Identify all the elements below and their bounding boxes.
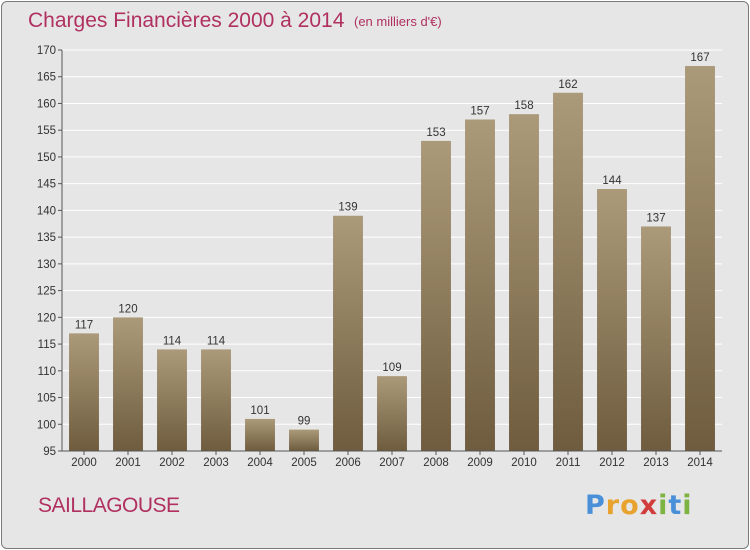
y-tick-label: 170 [37, 45, 56, 57]
bar [201, 349, 231, 451]
x-tick-label: 2008 [423, 457, 449, 469]
x-tick-label: 2004 [247, 457, 273, 469]
x-tick-label: 2005 [291, 457, 317, 469]
y-tick-label: 145 [37, 179, 56, 191]
logo-letter: r [605, 490, 621, 521]
bar [685, 66, 715, 451]
y-tick-label: 135 [37, 232, 56, 244]
y-tick-label: 130 [37, 259, 56, 271]
y-tick-label: 160 [37, 98, 56, 110]
y-tick-label: 95 [43, 446, 56, 458]
bar [289, 429, 319, 451]
x-tick-label: 2007 [379, 457, 405, 469]
y-tick-label: 125 [37, 286, 56, 298]
x-tick-label: 2011 [556, 457, 581, 469]
bar [113, 317, 143, 451]
bar-value-label: 120 [118, 303, 137, 315]
x-tick-label: 2003 [203, 457, 229, 469]
logo-letter: P [585, 490, 606, 521]
bar [333, 215, 363, 451]
logo-letter: x [639, 490, 659, 521]
bar-value-label: 167 [690, 52, 709, 64]
x-tick-label: 2013 [643, 457, 669, 469]
x-tick-label: 2012 [599, 457, 625, 469]
bar-value-label: 158 [514, 100, 533, 112]
bar [157, 349, 187, 451]
x-tick-label: 2014 [687, 457, 713, 469]
bar [377, 376, 407, 451]
bar [509, 114, 539, 451]
bar [465, 119, 495, 452]
x-tick-label: 2002 [159, 457, 185, 469]
y-tick-label: 140 [37, 205, 56, 217]
bar [597, 189, 627, 451]
logo-letter: o [620, 490, 640, 521]
bar-value-label: 99 [298, 416, 311, 428]
bar-value-label: 162 [558, 79, 577, 91]
bar-value-label: 117 [75, 319, 93, 331]
y-tick-label: 120 [37, 312, 56, 324]
y-tick-label: 150 [37, 152, 56, 164]
x-tick-label: 2006 [335, 457, 361, 469]
bar-value-label: 101 [250, 405, 269, 417]
logo-letter: i [682, 490, 693, 521]
bar [245, 418, 275, 451]
chart-title: Charges Financières 2000 à 2014 [28, 9, 345, 32]
x-tick-label: 2001 [115, 457, 141, 469]
bar [553, 92, 583, 452]
y-tick-label: 100 [37, 419, 56, 431]
logo-letter: i [658, 490, 669, 521]
x-tick-label: 2000 [71, 457, 97, 469]
city-name: SAILLAGOUSE [38, 494, 180, 517]
y-tick-label: 155 [37, 125, 56, 137]
bar-value-label: 114 [163, 335, 182, 347]
chart-subtitle: (en milliers d'€) [354, 14, 442, 29]
bar-value-label: 157 [470, 106, 489, 118]
bar-value-label: 137 [646, 212, 665, 224]
bar-value-label: 153 [426, 127, 445, 139]
y-tick-label: 165 [37, 72, 56, 84]
bar [421, 140, 451, 452]
y-tick-label: 110 [38, 366, 56, 378]
proxiti-logo: Proxiti [585, 490, 693, 521]
bar-value-label: 144 [602, 175, 622, 187]
bar [641, 226, 671, 451]
y-tick-label: 115 [38, 339, 56, 351]
bar-value-label: 109 [382, 362, 401, 374]
x-tick-label: 2010 [511, 457, 537, 469]
logo-letter: t [668, 490, 683, 521]
y-tick-label: 105 [37, 393, 56, 405]
bar-value-label: 114 [207, 335, 226, 347]
bar-value-label: 139 [338, 202, 357, 214]
x-tick-label: 2009 [467, 457, 493, 469]
bar [69, 333, 99, 451]
